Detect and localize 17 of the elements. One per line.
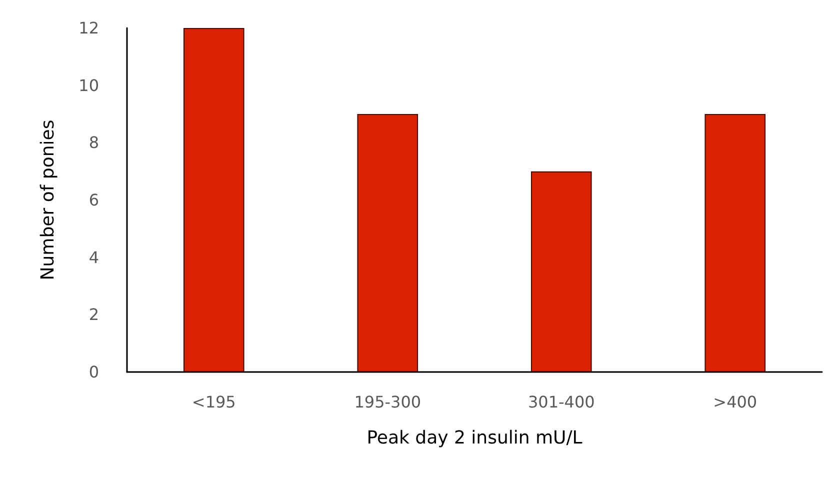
y-tick-label: 6 xyxy=(88,190,99,210)
x-tick-label: >400 xyxy=(713,392,758,412)
x-tick-label: 301-400 xyxy=(528,392,595,412)
bar xyxy=(183,28,244,372)
y-tick-label: 2 xyxy=(88,305,99,324)
y-tick-label: 12 xyxy=(78,18,99,38)
y-axis-title: Number of ponies xyxy=(38,120,58,280)
y-tick-label: 10 xyxy=(78,76,99,95)
x-tick-label: <195 xyxy=(192,392,236,412)
y-tick-label: 4 xyxy=(88,248,99,267)
x-tick-label: 195-300 xyxy=(354,392,422,412)
y-tick-label: 0 xyxy=(88,362,99,382)
x-axis-title: Peak day 2 insulin mU/L xyxy=(366,428,582,448)
y-tick-label: 8 xyxy=(88,133,99,152)
bar xyxy=(530,171,592,372)
bar xyxy=(704,114,766,372)
bar xyxy=(357,114,418,372)
